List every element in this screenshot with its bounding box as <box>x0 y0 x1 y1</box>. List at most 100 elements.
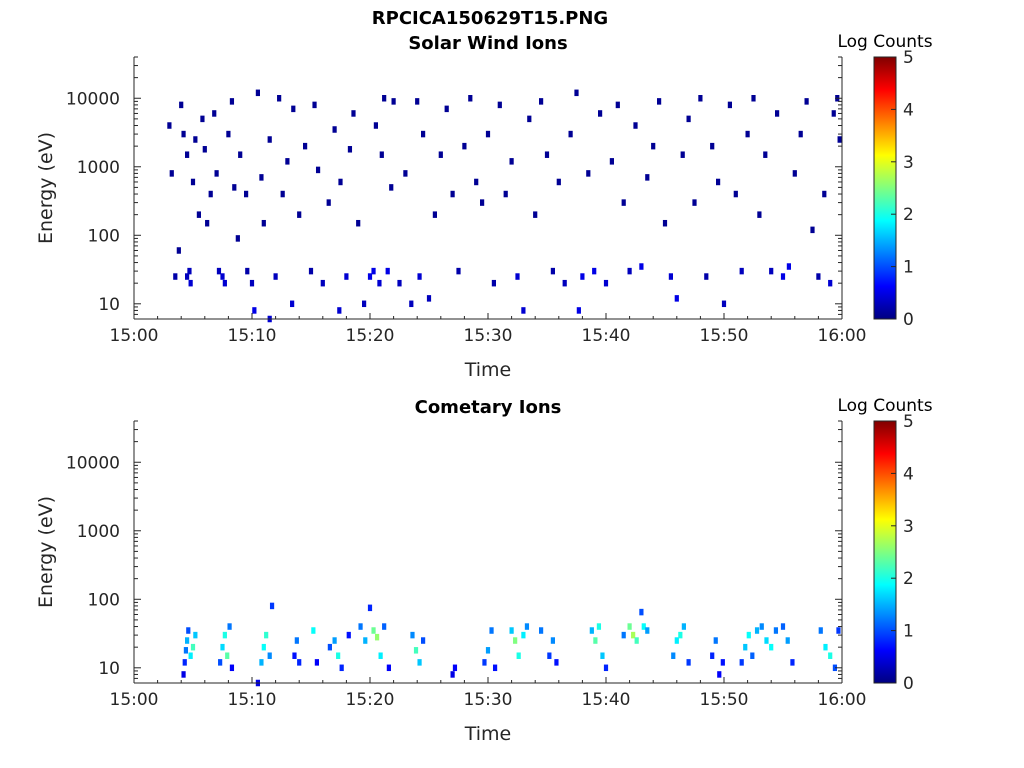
heatmap-cell <box>452 664 458 672</box>
heatmap-cell <box>227 623 232 630</box>
heatmap-cell <box>831 110 836 117</box>
heatmap-cell <box>769 643 774 651</box>
x-tick-label: 15:20 <box>346 326 395 346</box>
heatmap-cell <box>169 170 174 177</box>
heatmap-cell <box>790 659 795 666</box>
heatmap-cell <box>259 174 264 181</box>
heatmap-cell <box>651 142 656 150</box>
y-tick-label: 10 <box>98 295 120 315</box>
heatmap-cell <box>410 631 415 639</box>
heatmap-cell <box>568 130 573 138</box>
heatmap-cell <box>337 307 342 314</box>
colorbar-label: Log Counts <box>837 32 932 52</box>
heatmap-cell <box>556 178 561 186</box>
heatmap-cell <box>686 115 691 123</box>
heatmap-cell <box>269 602 275 610</box>
x-tick-label: 15:00 <box>110 690 159 710</box>
heatmap-cell <box>358 623 363 630</box>
heatmap-cell <box>374 633 380 641</box>
heatmap-cell <box>273 273 278 280</box>
heatmap-cell <box>297 659 302 666</box>
colorbar-tick-label: 4 <box>903 100 914 120</box>
heatmap-cell <box>371 627 376 634</box>
heatmap-cell <box>261 643 266 651</box>
heatmap-cell <box>363 637 368 644</box>
heatmap-cell <box>438 151 443 158</box>
heatmap-cell <box>480 199 485 206</box>
heatmap-cell <box>745 130 750 138</box>
heatmap-cell <box>823 643 828 651</box>
heatmap-cells <box>167 89 842 323</box>
heatmap-cell <box>167 122 172 129</box>
heatmap-cell <box>717 671 722 678</box>
heatmap-cell <box>539 98 544 105</box>
heatmap-cell <box>550 637 555 644</box>
heatmap-cell <box>356 219 361 227</box>
heatmap-cell <box>775 110 780 117</box>
heatmap-cell <box>674 295 679 302</box>
heatmap-cell <box>710 652 715 659</box>
heatmap-cell <box>290 300 295 308</box>
heatmap-cell <box>751 95 756 102</box>
heatmap-cell <box>662 219 668 227</box>
heatmap-cell <box>598 110 603 117</box>
heatmap-cell <box>773 627 779 634</box>
x-axis-label: Time <box>464 359 512 381</box>
heatmap-cell <box>277 95 282 102</box>
heatmap-cell <box>769 267 774 275</box>
heatmap-cell <box>589 627 594 634</box>
heatmap-cell <box>229 664 235 672</box>
heatmap-cell <box>332 637 337 644</box>
heatmap-cell <box>185 273 190 280</box>
heatmap-cell <box>222 279 227 287</box>
heatmap-cell <box>188 279 193 287</box>
heatmap-cell <box>544 151 550 158</box>
heatmap-cell <box>485 130 491 138</box>
heatmap-cell <box>403 170 408 177</box>
heatmap-cell <box>311 627 316 634</box>
heatmap-cell <box>592 267 597 275</box>
heatmap-cell <box>600 652 605 659</box>
heatmap-cell <box>818 627 823 634</box>
heatmap-cell <box>183 647 189 654</box>
heatmap-cell <box>539 627 544 634</box>
heatmap-cell <box>379 151 384 158</box>
heatmap-cell <box>521 631 526 639</box>
heatmap-cell <box>836 627 841 634</box>
heatmap-cell <box>373 122 378 129</box>
heatmap-cell <box>415 98 420 105</box>
heatmap-cell <box>212 110 217 117</box>
x-tick-label: 15:50 <box>700 326 749 346</box>
heatmap-cell <box>515 273 520 280</box>
heatmap-cell <box>382 95 387 102</box>
y-tick-label: 1000 <box>77 158 120 178</box>
heatmap-cell <box>491 279 496 287</box>
heatmap-cell <box>678 631 683 639</box>
heatmap-cell <box>627 267 632 275</box>
heatmap-cell <box>444 105 449 113</box>
heatmap-cell <box>633 122 638 129</box>
x-tick-label: 16:00 <box>818 326 867 346</box>
heatmap-cell <box>524 623 530 630</box>
heatmap-cell <box>344 273 349 280</box>
heatmap-cell <box>631 631 636 639</box>
heatmap-cell <box>208 190 213 198</box>
heatmap-cell <box>576 307 581 314</box>
heatmap-cell <box>238 151 243 158</box>
heatmap-cell <box>780 273 786 280</box>
heatmap-cell <box>837 136 842 143</box>
heatmap-cell <box>235 235 240 242</box>
heatmap-cell <box>681 623 686 630</box>
heatmap-cell <box>645 174 650 181</box>
panel-title: Cometary Ions <box>415 397 562 418</box>
heatmap-cell <box>417 659 422 666</box>
heatmap-cell <box>338 178 343 186</box>
x-tick-label: 15:50 <box>700 690 749 710</box>
heatmap-cell <box>832 664 838 672</box>
heatmap-cell <box>704 273 709 280</box>
heatmap-cell <box>382 623 387 630</box>
colorbar-tick-label: 1 <box>903 258 914 278</box>
heatmap-cell <box>482 659 487 666</box>
heatmap-cell <box>252 307 257 314</box>
